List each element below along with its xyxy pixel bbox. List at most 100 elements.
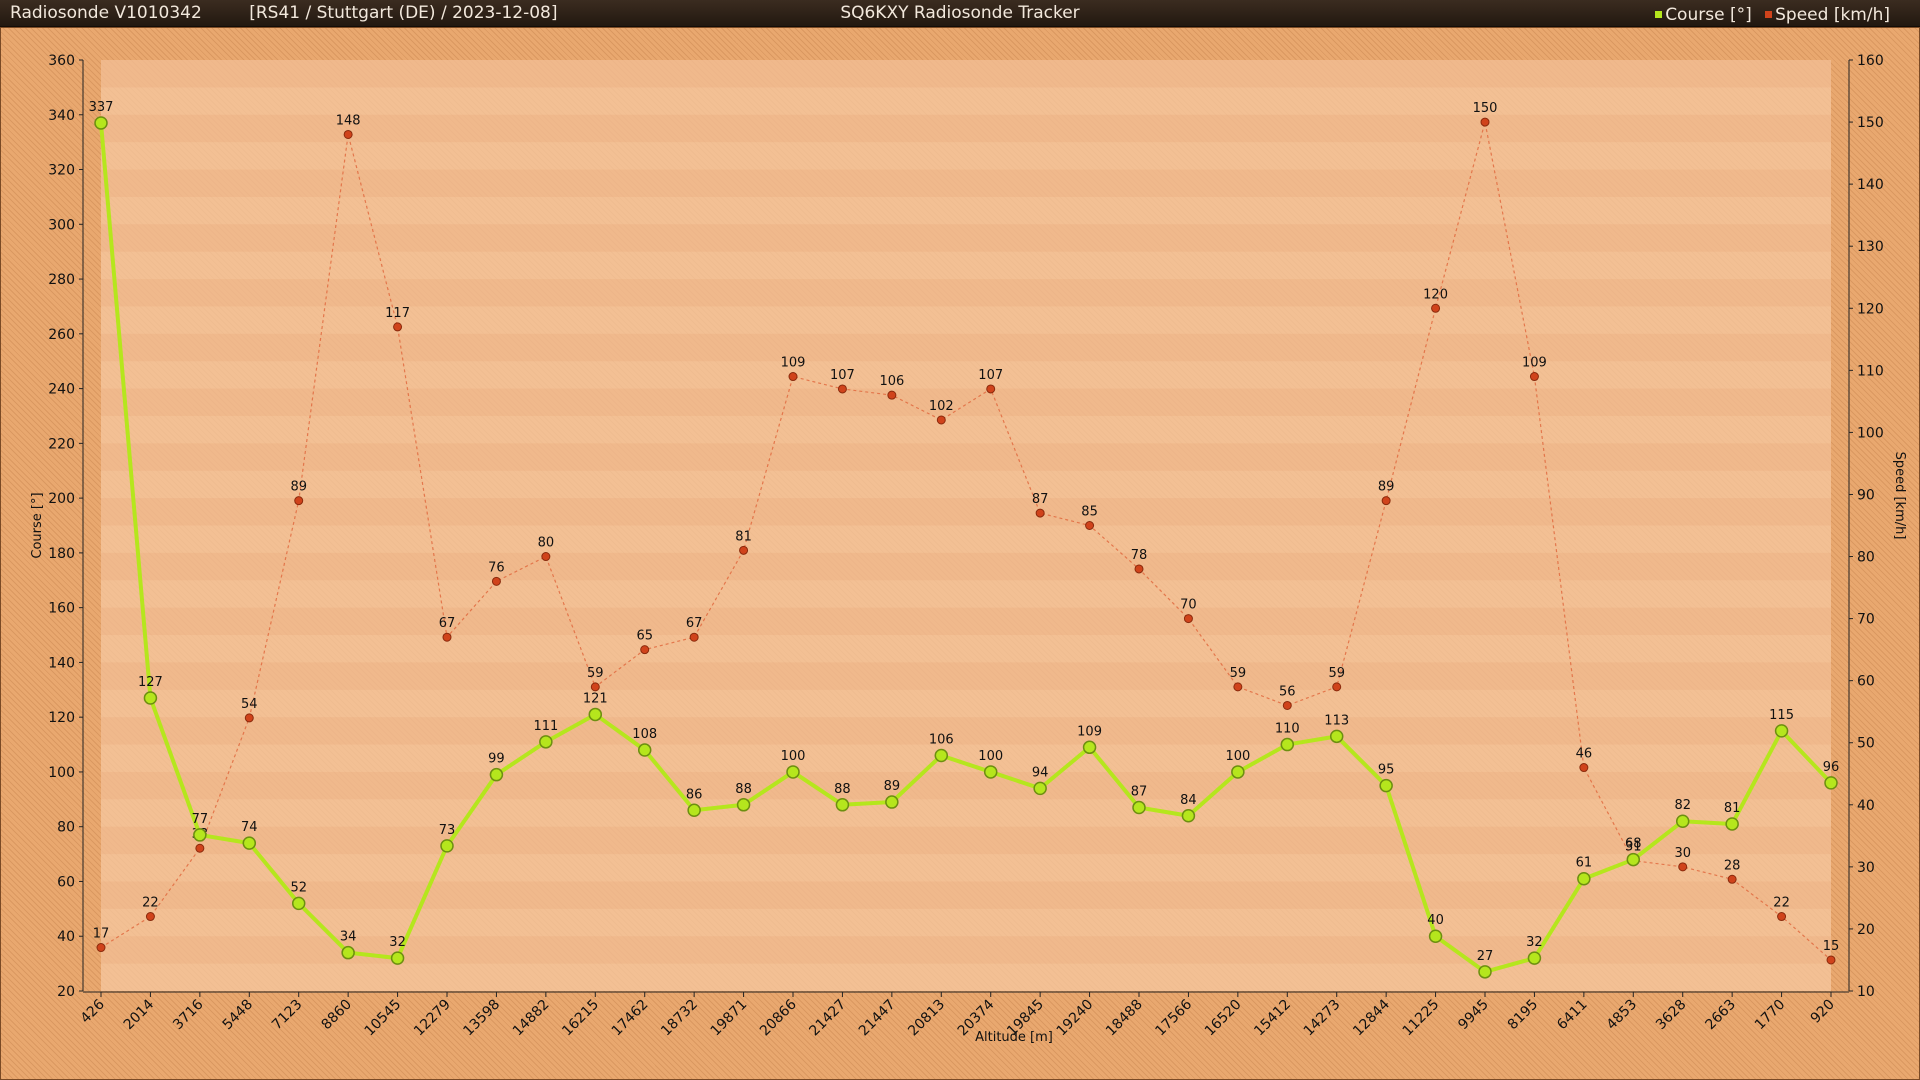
speed-point <box>640 645 650 655</box>
course-data-label: 68 <box>1625 837 1642 852</box>
x-tick-label: 8195 <box>1505 997 1542 1034</box>
legend-label-speed: Speed [km/h] <box>1775 4 1890 25</box>
speed-data-label: 120 <box>1423 287 1448 302</box>
legend-item-course[interactable]: Course [°] <box>1655 2 1752 28</box>
speed-point <box>1282 700 1292 710</box>
left-tick-label: 60 <box>57 874 75 890</box>
speed-data-label: 65 <box>636 629 653 644</box>
plot-background <box>101 60 1831 991</box>
course-data-label: 100 <box>1225 749 1250 764</box>
speed-data-label: 106 <box>879 374 904 389</box>
speed-point <box>739 545 749 555</box>
right-tick-label: 10 <box>1857 984 1875 1000</box>
course-point <box>1033 781 1047 796</box>
x-tick-label: 2663 <box>1702 997 1739 1034</box>
grid-band <box>101 169 1831 197</box>
speed-data-label: 31 <box>1625 840 1642 855</box>
course-data-label: 27 <box>1477 949 1494 964</box>
course-point <box>736 798 751 812</box>
speed-point <box>145 912 155 922</box>
course-data-label: 95 <box>1378 763 1395 778</box>
speed-point <box>1777 912 1787 922</box>
course-point <box>1675 814 1690 828</box>
grid-band <box>101 662 1831 690</box>
legend-item-speed[interactable]: Speed [km/h] <box>1765 2 1890 28</box>
speed-data-label: 81 <box>735 529 752 544</box>
speed-point <box>343 129 353 139</box>
course-point <box>1725 817 1739 831</box>
left-tick-label: 160 <box>48 601 75 617</box>
course-line <box>99 122 1833 974</box>
speed-point <box>936 415 946 425</box>
speed-data-label: 67 <box>439 616 456 631</box>
speed-data-label: 17 <box>93 927 110 942</box>
course-point <box>1231 765 1245 779</box>
course-data-label: 113 <box>1324 713 1349 728</box>
legend: Course [°] Speed [km/h] <box>1647 0 1890 28</box>
grid-band <box>101 279 1831 307</box>
course-data-label: 73 <box>439 823 456 838</box>
course-point <box>1082 740 1097 755</box>
left-tick-label: 240 <box>48 382 75 398</box>
x-tick-label: 12279 <box>411 997 454 1040</box>
x-tick-label: 13598 <box>460 997 503 1040</box>
x-axis-title: Altitude [m] <box>975 1030 1053 1045</box>
grid-band <box>101 881 1831 909</box>
right-axis-title: Speed [km/h] <box>1892 452 1907 540</box>
course-data-label: 100 <box>978 749 1003 764</box>
legend-swatch-speed <box>1765 11 1773 18</box>
course-point <box>539 735 553 749</box>
course-point <box>489 767 504 782</box>
course-point <box>983 765 998 779</box>
course-point <box>1527 951 1542 965</box>
x-tick-label: 14882 <box>510 997 553 1040</box>
course-point <box>1478 965 1492 979</box>
right-tick-label: 100 <box>1857 425 1884 441</box>
right-tick-label: 50 <box>1857 736 1875 752</box>
course-data-label: 87 <box>1131 785 1148 800</box>
speed-line <box>100 121 1832 961</box>
x-tick-label: 426 <box>78 996 108 1026</box>
course-data-label: 32 <box>1526 935 1543 950</box>
course-data-label: 109 <box>1077 724 1102 739</box>
speed-point <box>1183 614 1193 624</box>
speed-data-label: 76 <box>488 560 505 575</box>
chart-svg: 20 40 60 80 100 120 140 160 180 200 220 240 260 280 30… <box>30 53 1907 1045</box>
speed-data-label: 30 <box>1674 846 1691 861</box>
grid-band <box>101 826 1831 855</box>
x-tick-label: 17566 <box>1152 996 1195 1039</box>
x-tick-label: 21447 <box>856 997 899 1040</box>
right-tick-label: 160 <box>1857 53 1884 69</box>
speed-data-label: 89 <box>1378 480 1395 495</box>
speed-data-label: 78 <box>1131 548 1148 563</box>
course-data-label: 34 <box>340 930 357 945</box>
course-point <box>1774 724 1789 738</box>
grid-band <box>101 388 1831 416</box>
course-data-label: 84 <box>1180 793 1197 808</box>
speed-data-label: 59 <box>1230 666 1247 681</box>
sonde-details: [RS41 / Stuttgart (DE) / 2023-12-08] <box>249 3 558 23</box>
speed-point <box>244 713 254 723</box>
x-tick-label: 8860 <box>318 997 355 1034</box>
speed-data-label: 107 <box>978 368 1003 383</box>
speed-data-label: 67 <box>686 616 703 631</box>
x-tick-label: 19871 <box>708 997 751 1040</box>
course-point <box>143 691 158 705</box>
x-tick-label: 19240 <box>1054 997 1097 1040</box>
left-axis-title: Course [°] <box>30 492 45 558</box>
speed-point <box>1431 303 1441 313</box>
speed-point <box>1678 862 1688 872</box>
legend-label-course: Course [°] <box>1665 4 1752 25</box>
x-tick-label: 3716 <box>170 996 207 1033</box>
right-tick-label: 20 <box>1857 922 1875 938</box>
right-tick-label: 60 <box>1857 674 1875 690</box>
speed-data-label: 117 <box>385 306 410 321</box>
x-tick-label: 15412 <box>1251 997 1294 1040</box>
speed-point <box>195 843 205 853</box>
speed-data-label: 80 <box>538 536 555 551</box>
x-tick-label: 5448 <box>220 997 257 1034</box>
left-tick-label: 200 <box>48 491 75 507</box>
left-tick-label: 40 <box>57 929 75 945</box>
grid-band <box>101 224 1831 252</box>
x-tick-label: 3628 <box>1653 997 1690 1034</box>
